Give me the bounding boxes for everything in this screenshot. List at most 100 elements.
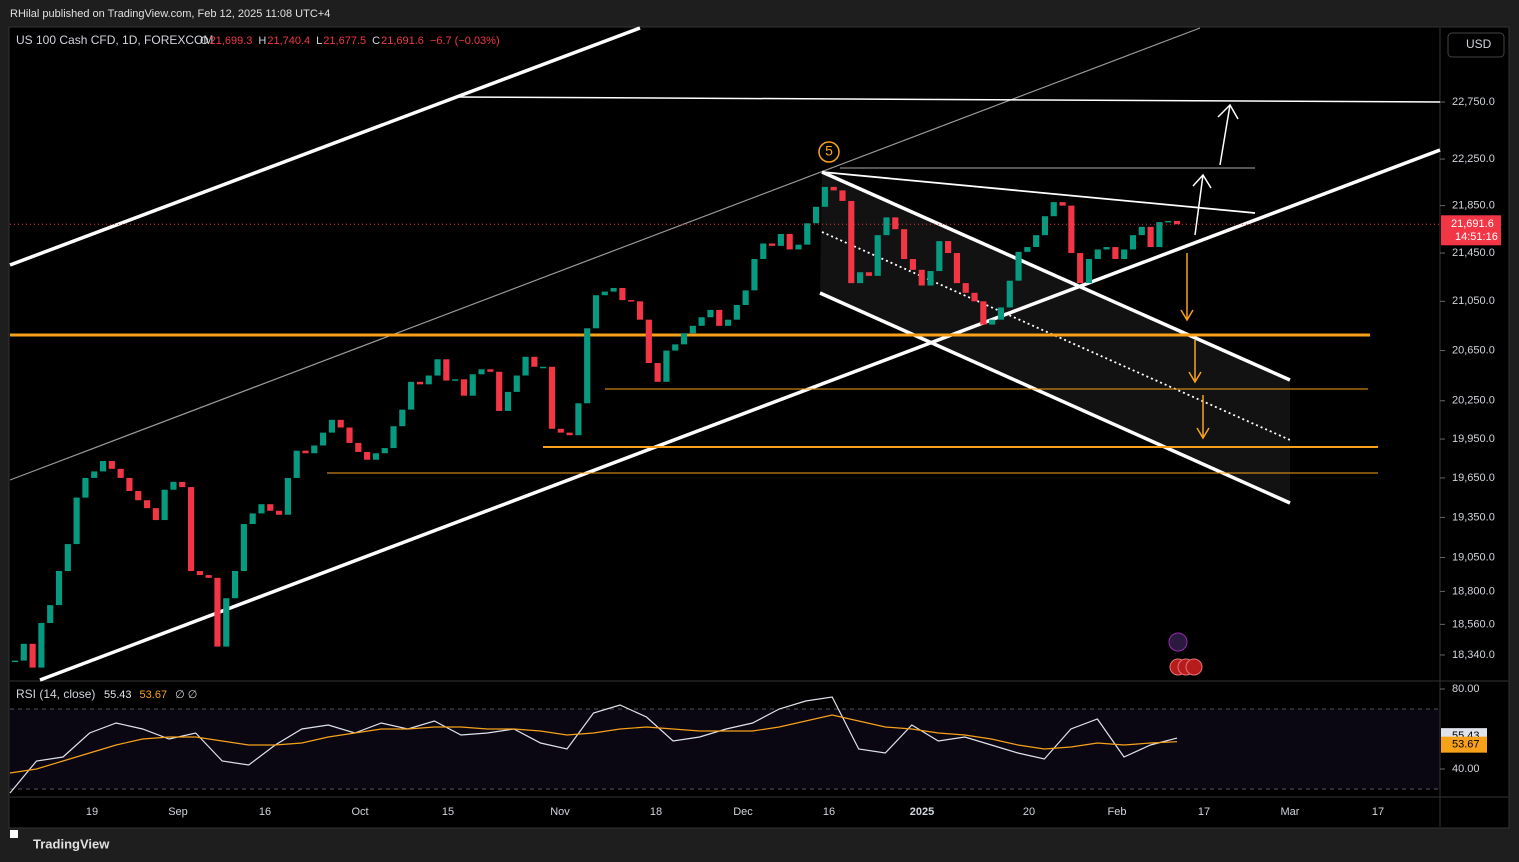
y-tick-label: 19,650.0 bbox=[1452, 472, 1495, 484]
x-tick-label: 20 bbox=[1023, 806, 1035, 818]
event-icon[interactable] bbox=[1185, 658, 1203, 676]
y-tick-label: 19,050.0 bbox=[1452, 551, 1495, 563]
y-tick-label: 21,050.0 bbox=[1452, 295, 1495, 307]
wave-circle bbox=[818, 141, 840, 163]
rsi-line bbox=[9, 696, 1178, 794]
candle-body bbox=[522, 356, 529, 376]
x-tick-label: 2025 bbox=[910, 806, 934, 818]
candle-body bbox=[1103, 247, 1110, 250]
arrow bbox=[1217, 103, 1239, 166]
footer-logo: TradingView bbox=[33, 836, 110, 851]
candle-body bbox=[425, 375, 432, 385]
rsi-line bbox=[9, 714, 1178, 774]
candle-body bbox=[777, 233, 784, 246]
candle-body bbox=[460, 379, 468, 396]
candle-body bbox=[64, 544, 71, 572]
candle-body bbox=[381, 448, 388, 454]
candle-body bbox=[795, 244, 802, 250]
candle-body bbox=[11, 660, 19, 663]
x-tick-label: 17 bbox=[1372, 806, 1384, 818]
x-tick-label: Oct bbox=[351, 806, 368, 818]
trend-line bbox=[821, 170, 1291, 382]
candle-body bbox=[901, 229, 908, 260]
ohlc-h-key: H bbox=[258, 35, 266, 47]
candle-body bbox=[892, 217, 899, 230]
currency[interactable]: USD bbox=[1466, 37, 1492, 51]
candle-body bbox=[293, 450, 300, 478]
candle-body bbox=[346, 427, 353, 443]
candle-body bbox=[557, 428, 564, 433]
ohlc-l: 21,677.5 bbox=[323, 35, 366, 47]
candle-body bbox=[469, 374, 476, 396]
rsi-title: RSI (14, close) bbox=[16, 687, 95, 701]
candle-body bbox=[716, 309, 723, 326]
candle-body bbox=[760, 243, 767, 260]
candle-body bbox=[927, 271, 934, 286]
x-tick-label: Dec bbox=[733, 806, 753, 818]
candle-body bbox=[1006, 280, 1013, 308]
candle-body bbox=[610, 287, 617, 292]
candle-body bbox=[971, 292, 978, 302]
candle-body bbox=[390, 426, 397, 449]
candle-body bbox=[117, 468, 124, 478]
x-tick-label: 16 bbox=[823, 806, 835, 818]
candle-body bbox=[170, 481, 177, 490]
candle-body bbox=[918, 269, 925, 286]
ohlc-l-key: L bbox=[316, 35, 322, 47]
rsi-band bbox=[10, 709, 1440, 789]
x-tick-label: Feb bbox=[1108, 806, 1127, 818]
rsi-tick-label: 40.00 bbox=[1452, 763, 1480, 775]
candle-body bbox=[804, 223, 811, 245]
candle-body bbox=[452, 379, 459, 381]
candle-body bbox=[1156, 222, 1163, 248]
y-tick-label: 20,250.0 bbox=[1452, 395, 1495, 407]
candle-body bbox=[38, 622, 45, 668]
rsi-tick-label: 80.00 bbox=[1452, 683, 1480, 695]
y-tick-label: 21,850.0 bbox=[1452, 200, 1495, 212]
rsi-legend-extra: ∅ ∅ bbox=[175, 689, 197, 701]
candle-body bbox=[135, 491, 142, 501]
y-tick-label: 22,750.0 bbox=[1452, 96, 1495, 108]
candle-body bbox=[909, 259, 916, 270]
candle-body bbox=[240, 524, 247, 572]
candle-body bbox=[408, 381, 415, 410]
candle-body bbox=[672, 344, 679, 351]
candle-body bbox=[513, 375, 520, 392]
ohlc-o-key: O bbox=[200, 35, 209, 47]
candle-body bbox=[82, 477, 89, 498]
y-tick-label: 19,350.0 bbox=[1452, 511, 1495, 523]
candle-body bbox=[751, 259, 758, 291]
y-tick-label: 19,950.0 bbox=[1452, 433, 1495, 445]
candle-body bbox=[548, 366, 556, 429]
candle-body bbox=[980, 301, 987, 325]
y-tick-label: 20,650.0 bbox=[1452, 344, 1495, 356]
candle-body bbox=[1068, 205, 1075, 254]
currency-button[interactable] bbox=[1447, 32, 1505, 58]
candle-body bbox=[267, 504, 274, 511]
ohlc-h: 21,740.4 bbox=[267, 35, 310, 47]
rsi-tag-label: 53.67 bbox=[1452, 739, 1480, 751]
candle-body bbox=[399, 409, 406, 427]
trend-line bbox=[454, 96, 1441, 103]
candle-body bbox=[1112, 247, 1119, 260]
x-tick-label: Sep bbox=[168, 806, 188, 818]
candle-body bbox=[936, 241, 943, 272]
candle-body bbox=[645, 319, 652, 364]
candle-body bbox=[698, 317, 705, 326]
event-icon[interactable] bbox=[1168, 632, 1188, 652]
candle-body bbox=[91, 471, 98, 478]
candle-body bbox=[205, 575, 212, 578]
candle-body bbox=[830, 186, 837, 191]
ohlc-o: 21,699.3 bbox=[210, 35, 253, 47]
candle-body bbox=[231, 571, 239, 599]
arrow bbox=[1188, 340, 1202, 384]
ohlc-c: 21,691.6 bbox=[381, 35, 424, 47]
chart-area bbox=[8, 26, 1510, 829]
candle-body bbox=[223, 598, 230, 647]
countdown: 14:51:16 bbox=[1455, 231, 1498, 243]
candle-body bbox=[487, 369, 494, 372]
candle-body bbox=[1059, 202, 1066, 206]
candle-body bbox=[724, 319, 732, 326]
candle-body bbox=[865, 272, 872, 276]
candle-body bbox=[680, 333, 688, 345]
